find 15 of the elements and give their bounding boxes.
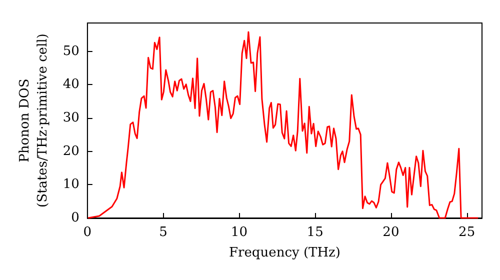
y-tick-label: 0 [71,210,80,226]
x-tick-label: 15 [306,225,324,240]
y-tick-label: 30 [62,110,80,126]
y-tick-label: 40 [62,77,80,92]
y-axis-title: Phonon DOS (States/THz·primitive cell) [18,33,50,208]
x-tick-label: 10 [230,225,248,240]
y-tick-label: 10 [62,177,80,192]
x-tick-label: 25 [458,225,476,240]
x-tick-label: 0 [83,225,92,240]
y-tick-label: 20 [62,144,80,159]
x-axis-title: Frequency (THz) [228,245,340,260]
line-series [87,31,479,219]
x-tick-label: 20 [382,225,400,240]
x-tick-label: 5 [159,225,168,240]
y-tick-label: 50 [62,44,80,59]
